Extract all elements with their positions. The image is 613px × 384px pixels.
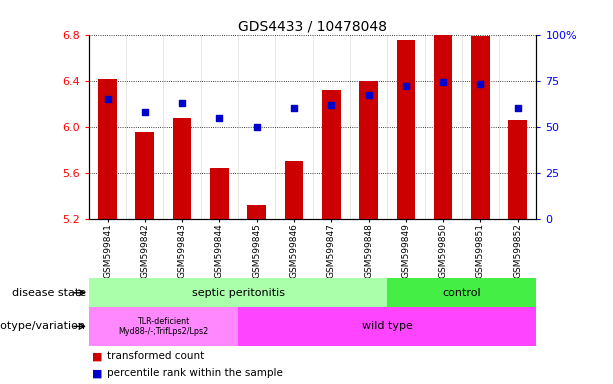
Bar <box>210 168 229 219</box>
Point <box>438 79 448 86</box>
Text: percentile rank within the sample: percentile rank within the sample <box>107 368 283 378</box>
Bar <box>397 40 415 219</box>
Bar <box>387 278 536 307</box>
Point <box>177 100 187 106</box>
Bar <box>98 79 117 219</box>
Text: disease state: disease state <box>12 288 86 298</box>
Text: TLR-deficient
Myd88-/-;TrifLps2/Lps2: TLR-deficient Myd88-/-;TrifLps2/Lps2 <box>118 317 208 336</box>
Bar <box>434 35 452 219</box>
Bar <box>89 278 387 307</box>
Point <box>102 96 112 102</box>
Text: septic peritonitis: septic peritonitis <box>191 288 284 298</box>
Point <box>476 81 485 88</box>
Point <box>140 109 150 115</box>
Text: ■: ■ <box>92 368 102 378</box>
Title: GDS4433 / 10478048: GDS4433 / 10478048 <box>238 20 387 33</box>
Point <box>326 101 336 108</box>
Text: ■: ■ <box>92 351 102 361</box>
Bar <box>248 205 266 219</box>
Bar <box>359 81 378 219</box>
Bar <box>322 90 341 219</box>
Point <box>364 92 373 98</box>
Bar <box>238 307 536 346</box>
Bar <box>471 36 490 219</box>
Point <box>401 83 411 89</box>
Bar <box>173 118 191 219</box>
Bar <box>89 307 238 346</box>
Bar <box>284 161 303 219</box>
Bar <box>508 120 527 219</box>
Text: control: control <box>443 288 481 298</box>
Point <box>289 105 299 111</box>
Text: transformed count: transformed count <box>107 351 205 361</box>
Point <box>252 124 262 130</box>
Bar <box>135 132 154 219</box>
Point <box>513 105 523 111</box>
Point <box>215 114 224 121</box>
Text: genotype/variation: genotype/variation <box>0 321 86 331</box>
Text: wild type: wild type <box>362 321 413 331</box>
